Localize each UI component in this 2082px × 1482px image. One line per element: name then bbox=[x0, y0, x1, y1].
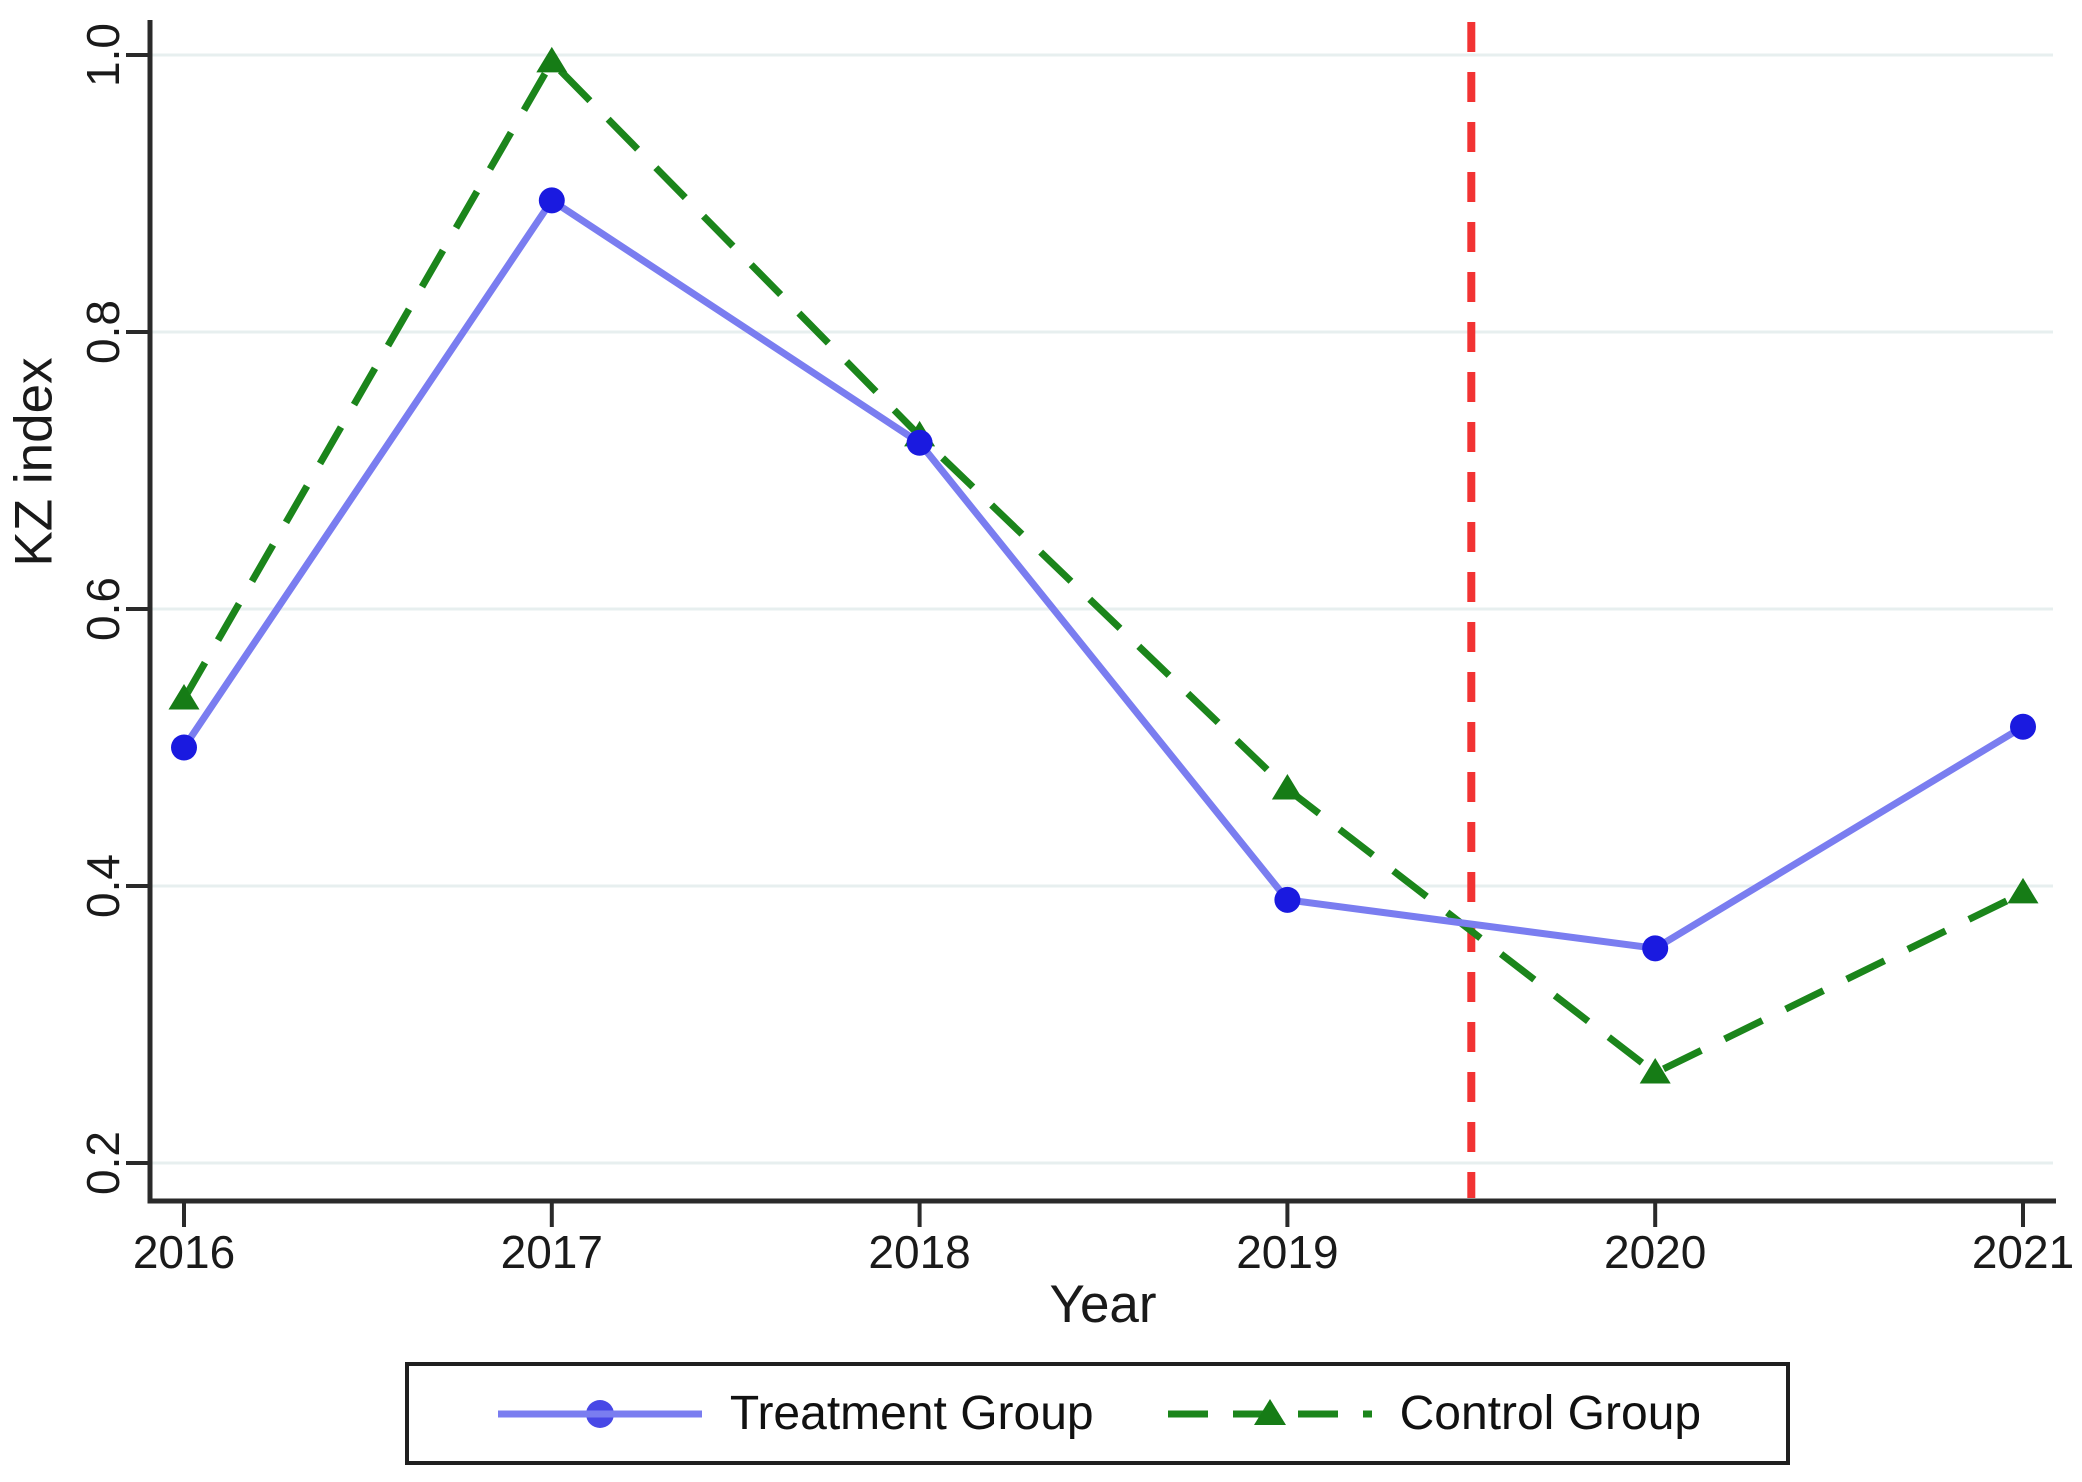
y-tick-label: 1.0 bbox=[77, 23, 129, 87]
y-tick-label: 0.8 bbox=[77, 300, 129, 364]
treatment-marker bbox=[538, 187, 565, 214]
treatment-line bbox=[181, 195, 2025, 952]
legend-item-control: Control Group bbox=[1164, 1386, 1701, 1441]
x-tick-label: 2017 bbox=[501, 1226, 603, 1278]
treatment-marker bbox=[906, 429, 933, 456]
treatment-marker bbox=[171, 734, 197, 761]
treatment-marker bbox=[2010, 713, 2036, 740]
y-tick-label: 0.4 bbox=[77, 854, 129, 918]
legend-item-treatment: Treatment Group bbox=[494, 1386, 1094, 1441]
y-tick-label: 0.6 bbox=[77, 577, 129, 641]
x-tick-label: 2018 bbox=[868, 1226, 970, 1278]
y-axis-title: KZ index bbox=[5, 357, 64, 566]
y-tick-label: 0.2 bbox=[77, 1131, 129, 1195]
control-marker bbox=[536, 46, 568, 73]
control-marker bbox=[168, 684, 200, 710]
control-swatch-icon bbox=[1167, 1398, 1372, 1425]
x-axis-title: Year bbox=[1049, 1275, 1156, 1334]
control-marker bbox=[1639, 1057, 1671, 1084]
x-tick-label: 2021 bbox=[1972, 1226, 2074, 1278]
treatment-marker bbox=[1274, 886, 1301, 913]
x-tick-label: 2019 bbox=[1236, 1226, 1338, 1278]
legend: Treatment Group Control Group bbox=[405, 1362, 1790, 1465]
legend-label-control: Control Group bbox=[1399, 1387, 1702, 1440]
treatment-swatch-icon bbox=[497, 1399, 702, 1428]
treatment-marker bbox=[1642, 935, 1669, 962]
x-tick-label: 2020 bbox=[1604, 1226, 1706, 1278]
control-marker bbox=[1271, 774, 1303, 800]
control-marker bbox=[2007, 877, 2039, 904]
legend-label-treatment: Treatment Group bbox=[729, 1387, 1094, 1440]
control-line bbox=[180, 56, 2025, 1078]
x-tick-label: 2016 bbox=[133, 1226, 235, 1278]
